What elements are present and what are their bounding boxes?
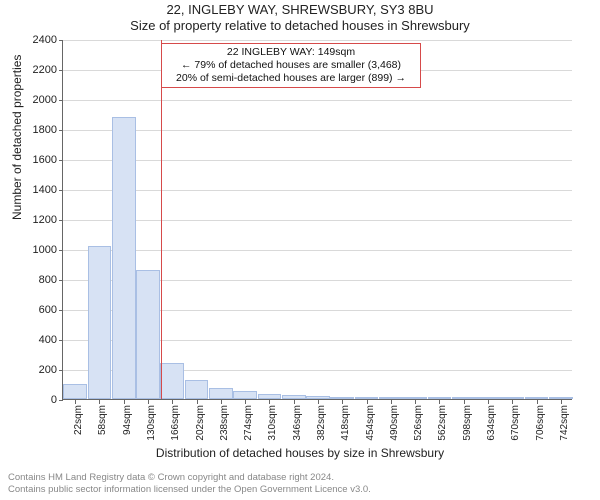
xtick-label: 274sqm	[243, 405, 254, 441]
xtick-mark	[172, 399, 173, 404]
xtick-label: 58sqm	[97, 405, 108, 435]
xtick-mark	[367, 399, 368, 404]
ytick-label: 800	[39, 274, 57, 286]
xtick-mark	[391, 399, 392, 404]
xtick-mark	[318, 399, 319, 404]
ytick-label: 1600	[33, 154, 57, 166]
annotation-line3: 20% of semi-detached houses are larger (…	[166, 72, 416, 85]
xtick-mark	[269, 399, 270, 404]
ytick-label: 1200	[33, 214, 57, 226]
ytick-label: 1400	[33, 184, 57, 196]
histogram-bar	[209, 388, 233, 399]
annotation-line2: ← 79% of detached houses are smaller (3,…	[166, 59, 416, 72]
xtick-label: 22sqm	[73, 405, 84, 435]
grid-line	[63, 190, 572, 191]
xtick-mark	[464, 399, 465, 404]
histogram-bar	[233, 391, 257, 399]
xtick-mark	[75, 399, 76, 404]
xtick-label: 526sqm	[413, 405, 424, 441]
ytick-mark	[59, 70, 63, 71]
histogram-bar	[185, 380, 209, 400]
xtick-mark	[221, 399, 222, 404]
ytick-mark	[59, 400, 63, 401]
xtick-label: 382sqm	[316, 405, 327, 441]
xtick-label: 418sqm	[340, 405, 351, 441]
histogram-bar	[112, 117, 136, 399]
ytick-mark	[59, 340, 63, 341]
ytick-label: 200	[39, 364, 57, 376]
ytick-label: 1000	[33, 244, 57, 256]
ytick-label: 0	[51, 394, 57, 406]
footer-attribution: Contains HM Land Registry data © Crown c…	[8, 472, 371, 496]
xtick-mark	[342, 399, 343, 404]
xtick-mark	[512, 399, 513, 404]
chart-container: 22, INGLEBY WAY, SHREWSBURY, SY3 8BU Siz…	[0, 0, 600, 500]
footer-line1: Contains HM Land Registry data © Crown c…	[8, 472, 371, 484]
xtick-mark	[124, 399, 125, 404]
grid-line	[63, 250, 572, 251]
xtick-mark	[415, 399, 416, 404]
xtick-label: 670sqm	[510, 405, 521, 441]
ytick-mark	[59, 40, 63, 41]
ytick-mark	[59, 130, 63, 131]
ytick-mark	[59, 160, 63, 161]
xtick-label: 238sqm	[219, 405, 230, 441]
grid-line	[63, 40, 572, 41]
xtick-mark	[245, 399, 246, 404]
annotation-line1: 22 INGLEBY WAY: 149sqm	[166, 46, 416, 59]
ytick-mark	[59, 100, 63, 101]
xtick-label: 94sqm	[122, 405, 133, 435]
histogram-bar	[63, 384, 87, 399]
xtick-label: 634sqm	[486, 405, 497, 441]
xtick-mark	[148, 399, 149, 404]
xtick-mark	[439, 399, 440, 404]
xtick-mark	[99, 399, 100, 404]
chart-title-main: 22, INGLEBY WAY, SHREWSBURY, SY3 8BU	[0, 2, 600, 17]
ytick-mark	[59, 190, 63, 191]
xtick-label: 202sqm	[195, 405, 206, 441]
grid-line	[63, 100, 572, 101]
ytick-label: 400	[39, 334, 57, 346]
histogram-bar	[88, 246, 112, 399]
xtick-label: 490sqm	[389, 405, 400, 441]
xtick-mark	[488, 399, 489, 404]
ytick-label: 2000	[33, 94, 57, 106]
xtick-label: 346sqm	[292, 405, 303, 441]
y-axis-label: Number of detached properties	[10, 55, 24, 220]
histogram-bar	[136, 270, 160, 399]
xtick-label: 166sqm	[170, 405, 181, 441]
ytick-mark	[59, 280, 63, 281]
xtick-label: 706sqm	[535, 405, 546, 441]
marker-line	[161, 40, 162, 399]
grid-line	[63, 160, 572, 161]
histogram-bar	[160, 363, 184, 399]
ytick-mark	[59, 250, 63, 251]
ytick-label: 1800	[33, 124, 57, 136]
ytick-mark	[59, 220, 63, 221]
xtick-mark	[537, 399, 538, 404]
x-axis-label: Distribution of detached houses by size …	[0, 446, 600, 460]
xtick-mark	[197, 399, 198, 404]
footer-line2: Contains public sector information licen…	[8, 484, 371, 496]
grid-line	[63, 220, 572, 221]
xtick-label: 130sqm	[146, 405, 157, 441]
xtick-mark	[294, 399, 295, 404]
xtick-mark	[561, 399, 562, 404]
xtick-label: 742sqm	[559, 405, 570, 441]
xtick-label: 454sqm	[365, 405, 376, 441]
ytick-label: 2400	[33, 34, 57, 46]
xtick-label: 598sqm	[462, 405, 473, 441]
xtick-label: 310sqm	[267, 405, 278, 441]
chart-title-sub: Size of property relative to detached ho…	[0, 18, 600, 33]
ytick-label: 600	[39, 304, 57, 316]
ytick-mark	[59, 370, 63, 371]
ytick-label: 2200	[33, 64, 57, 76]
grid-line	[63, 130, 572, 131]
xtick-label: 562sqm	[437, 405, 448, 441]
ytick-mark	[59, 310, 63, 311]
plot-area: 0200400600800100012001400160018002000220…	[62, 40, 572, 400]
annotation-box: 22 INGLEBY WAY: 149sqm ← 79% of detached…	[161, 43, 421, 88]
